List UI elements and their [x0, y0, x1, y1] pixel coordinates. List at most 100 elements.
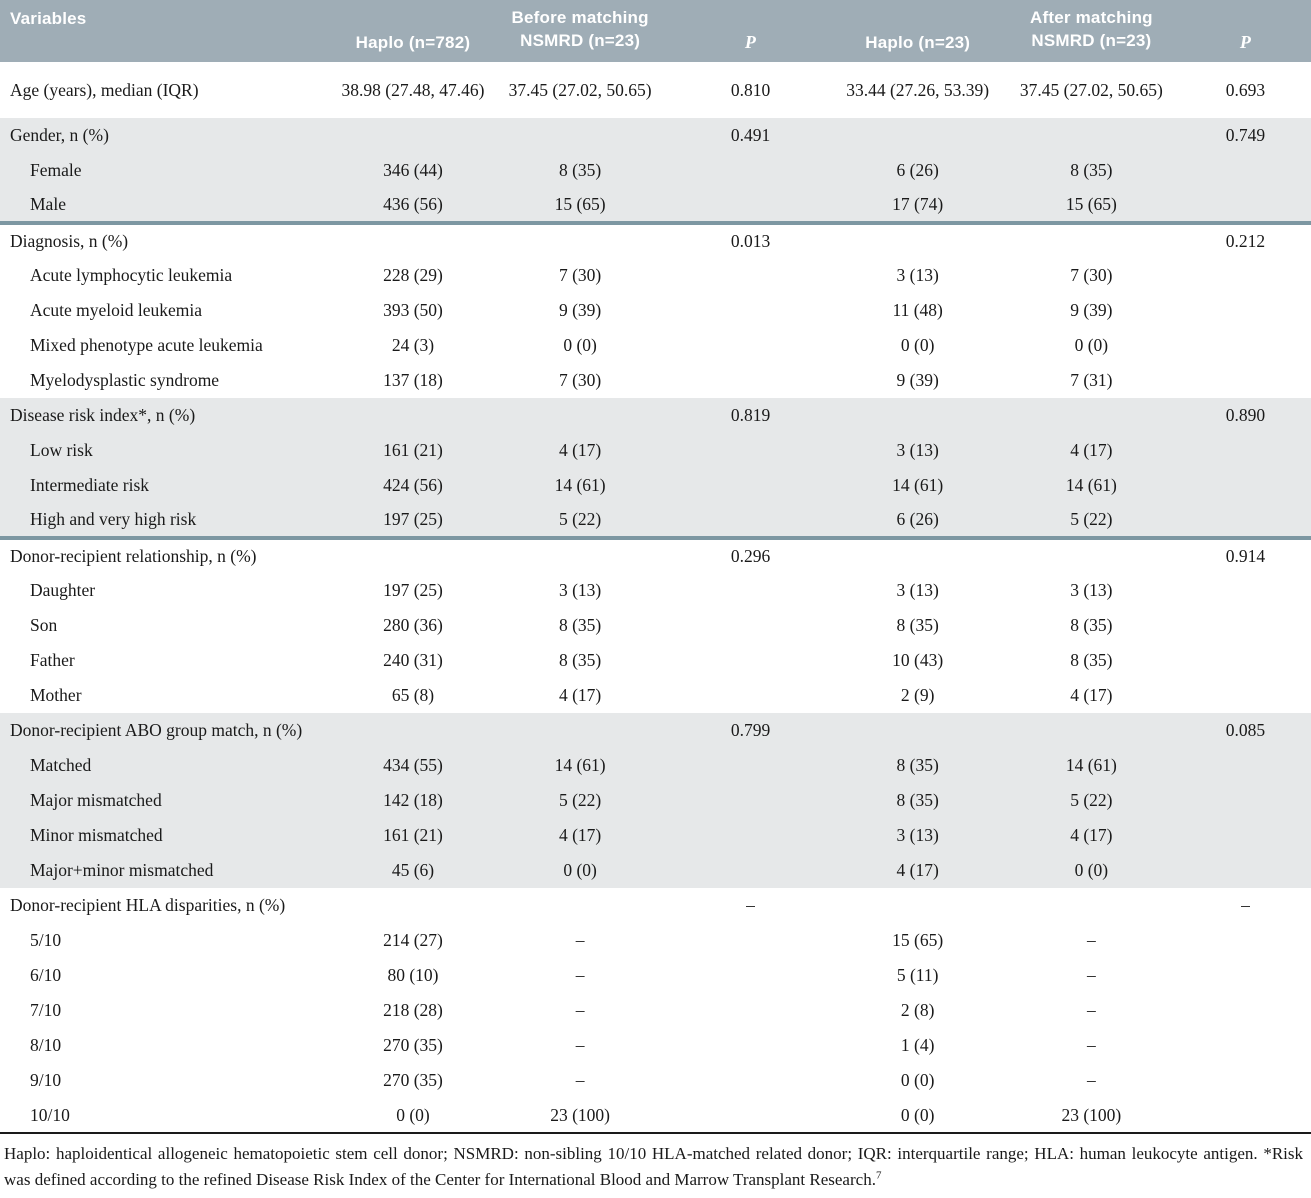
cell — [669, 853, 833, 888]
cell: 14 (61) — [892, 475, 944, 495]
table-row: 8/10 270 (35) – 1 (4) – — [0, 1028, 1311, 1063]
cell: 0.693 — [1225, 79, 1266, 100]
cell: 14 (61) — [554, 475, 606, 495]
cell: 4 (17) — [558, 825, 602, 845]
cell: 346 (44) — [383, 160, 443, 180]
cell: – — [1087, 1000, 1096, 1020]
cell: 270 (35) — [383, 1035, 443, 1055]
cell: 14 (61) — [1065, 475, 1117, 495]
cell: 240 (31) — [383, 650, 443, 670]
cell — [334, 223, 491, 258]
cell: – — [1241, 895, 1250, 915]
cell: 23 (100) — [491, 1098, 669, 1134]
cell: 24 (3) — [391, 335, 435, 355]
table-row: Diagnosis, n (%) 0.013 0.212 — [0, 223, 1311, 258]
cell — [1180, 608, 1311, 643]
cell — [669, 328, 833, 363]
cell: – — [1087, 1035, 1096, 1055]
table-row: Mother 65 (8) 4 (17) 2 (9) 4 (17) — [0, 678, 1311, 713]
cell: 3 (13) — [896, 265, 939, 285]
cell: 45 (6) — [391, 860, 435, 880]
cell: 4 (17) — [1070, 440, 1113, 460]
cell: 2 (9) — [900, 685, 935, 705]
cell: 4 (17) — [558, 685, 602, 705]
cell: 0 (0) — [334, 1098, 492, 1134]
cell: 8 (35) — [896, 615, 939, 635]
cell — [1180, 1063, 1311, 1098]
cell: 214 (27) — [383, 930, 443, 950]
cell: 7 (30) — [558, 370, 602, 390]
cell — [669, 923, 833, 958]
table-row: Female 346 (44) 8 (35) 6 (26) 8 (35) — [0, 153, 1311, 188]
row-label: 7/10 — [30, 1000, 62, 1020]
cell: – — [575, 930, 585, 950]
footnote-text: Haplo: haploidentical allogeneic hematop… — [4, 1144, 1303, 1190]
cell: 0.810 — [730, 79, 771, 100]
row-label: Daughter — [30, 580, 96, 600]
cell: – — [575, 1070, 585, 1090]
cell — [832, 223, 1002, 258]
table-row: Gender, n (%) 0.491 0.749 — [0, 118, 1311, 153]
header-p-after: P — [1180, 0, 1311, 62]
cell: 33.44 (27.26, 53.39) — [846, 79, 990, 100]
cell: 5 (22) — [558, 790, 602, 810]
cell — [668, 503, 833, 540]
cell — [492, 713, 669, 748]
cell: 3 (13) — [896, 580, 939, 600]
cell — [1179, 1098, 1311, 1134]
header-haplo-after: Haplo (n=23) — [832, 0, 1002, 62]
cell — [1180, 783, 1311, 818]
table-row: Intermediate risk 424 (56) 14 (61) 14 (61) 1… — [0, 468, 1311, 503]
cell — [1180, 643, 1311, 678]
cell — [1003, 118, 1180, 153]
cell — [669, 433, 833, 468]
table-row: Daughter 197 (25) 3 (13) 3 (13) 3 (13) — [0, 573, 1311, 608]
cell: 8 (35) — [1070, 615, 1113, 635]
cell — [832, 538, 1002, 573]
cell: 0 (0) — [900, 1070, 935, 1090]
table-row: Low risk 161 (21) 4 (17) 3 (13) 4 (17) — [0, 433, 1311, 468]
cell: 424 (56) — [383, 475, 443, 495]
row-label: Donor-recipient relationship, n (%) — [10, 546, 257, 566]
cell: 3 (13) — [896, 825, 939, 845]
cell: 5 (22) — [1070, 790, 1113, 810]
table-row: Son 280 (36) 8 (35) 8 (35) 8 (35) — [0, 608, 1311, 643]
cell: 4 (17) — [896, 860, 939, 880]
cell — [1180, 293, 1311, 328]
cell: 3 (13) — [1070, 580, 1113, 600]
cell: 3 (13) — [558, 580, 602, 600]
cell — [669, 468, 833, 503]
cell — [492, 398, 669, 433]
cell: 0.212 — [1225, 231, 1266, 251]
cell: 0.914 — [1225, 546, 1266, 566]
cell — [669, 643, 833, 678]
table-row: Matched 434 (55) 14 (61) 8 (35) 14 (61) — [0, 748, 1311, 783]
row-label: 9/10 — [30, 1070, 62, 1090]
cell — [669, 293, 833, 328]
cell: 15 (65) — [892, 930, 944, 950]
cell: – — [575, 1035, 585, 1055]
row-label: Acute myeloid leukemia — [30, 300, 203, 320]
cell: 0.819 — [730, 405, 771, 425]
table-row: Major+minor mismatched 45 (6) 0 (0) 4 (17) 0… — [0, 853, 1311, 888]
cell: 0.799 — [730, 720, 771, 740]
footnote: Haplo: haploidentical allogeneic hematop… — [0, 1134, 1311, 1194]
cell: 14 (61) — [554, 755, 606, 775]
cell: 5 (22) — [1002, 503, 1180, 540]
cell — [1180, 258, 1311, 293]
table-row: Minor mismatched 161 (21) 4 (17) 3 (13) 4 (1… — [0, 818, 1311, 853]
cell — [492, 888, 669, 923]
cell — [1180, 678, 1311, 713]
header-nsmrd-before: Before matching NSMRD (n=23) — [492, 0, 669, 62]
cell — [832, 888, 1002, 923]
cell — [492, 223, 669, 258]
cell: 8 (35) — [558, 650, 602, 670]
table-row: Myelodysplastic syndrome 137 (18) 7 (30) 9 … — [0, 363, 1311, 398]
cell — [1003, 538, 1180, 573]
footnote-reference-superscript: 7 — [875, 1169, 882, 1182]
table-row: 6/10 80 (10) – 5 (11) – — [0, 958, 1311, 993]
cell — [1179, 503, 1311, 540]
cell: 15 (65) — [1002, 188, 1180, 225]
cell — [1180, 923, 1311, 958]
table-row: Male 436 (56) 15 (65) 17 (74) 15 (65) — [0, 188, 1311, 225]
